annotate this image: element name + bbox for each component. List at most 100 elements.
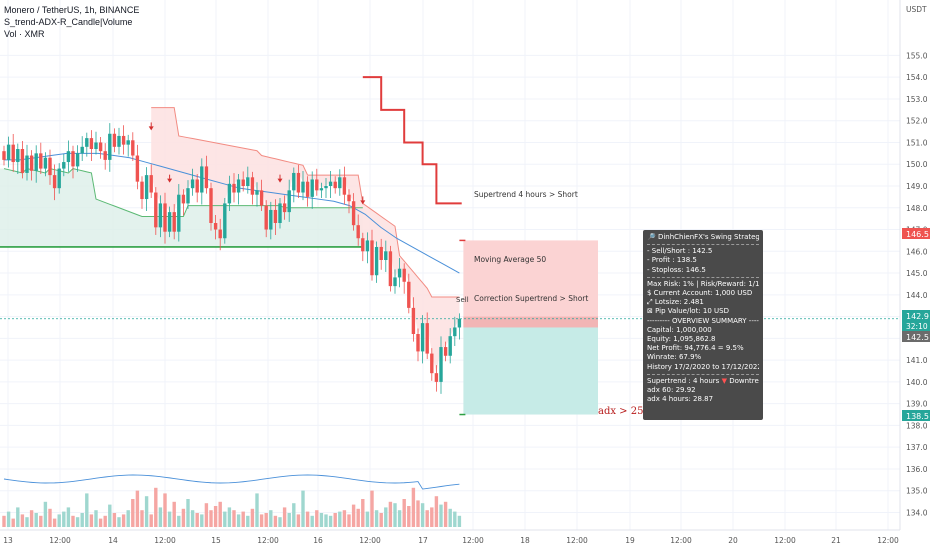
- time-tick-label: 12:00: [877, 536, 899, 545]
- price-tick-label: 151.0: [906, 138, 928, 147]
- volume-title[interactable]: Vol · XMR: [4, 29, 45, 39]
- volume-bar: [246, 515, 250, 527]
- volume-bar: [269, 510, 273, 527]
- entry-price-text: 142.5: [906, 333, 929, 342]
- volume-bar: [453, 511, 457, 527]
- candle-body: [384, 251, 388, 260]
- volume-bar: [16, 507, 20, 527]
- indicator-title[interactable]: S_trend-ADX-R_Candle|Volume: [4, 17, 133, 27]
- adx-label: adx > 25: [598, 406, 643, 417]
- volume-bar: [186, 499, 190, 527]
- supertrend-4h-line: [362, 76, 462, 205]
- candle-body: [149, 175, 153, 193]
- price-tick-label: 150.0: [906, 160, 928, 169]
- stoploss-zone: [463, 240, 598, 328]
- candle-body: [292, 172, 296, 191]
- candle-body: [177, 194, 181, 232]
- candle-body: [241, 179, 245, 186]
- candle-body: [319, 188, 324, 191]
- candle-body: [250, 177, 255, 195]
- volume-bar: [121, 514, 126, 527]
- volume-bar: [213, 506, 218, 527]
- volume-bar: [43, 501, 48, 527]
- volume-bar: [172, 501, 176, 527]
- trend-label: Supertrend : 4 hours: [647, 376, 720, 385]
- volume-bar: [420, 503, 425, 527]
- volume-bar: [264, 513, 268, 527]
- volume-bar: [351, 504, 356, 527]
- candle-body: [62, 162, 66, 169]
- volume-average-line: [3, 474, 460, 490]
- volume-bar: [356, 508, 360, 527]
- candle-body: [209, 188, 213, 223]
- volume-bar: [301, 490, 305, 527]
- volume-bar: [292, 503, 296, 527]
- winrate-line: Winrate: 67.9%: [647, 353, 702, 362]
- price-tick-label: 145.0: [906, 269, 928, 278]
- candle-body: [333, 181, 337, 189]
- price-tick-label: 138.0: [906, 421, 928, 430]
- signal-arrows: [148, 122, 366, 205]
- time-tick-label: 17: [418, 536, 428, 545]
- candle-body: [407, 281, 411, 308]
- volume-bar: [236, 514, 241, 527]
- time-tick-label: 18: [520, 536, 530, 545]
- downtrend-zone: [151, 107, 460, 374]
- volume-bar: [39, 515, 43, 527]
- candle-body: [94, 142, 98, 149]
- volume-bar: [305, 511, 310, 527]
- price-tick-label: 146.0: [906, 247, 928, 256]
- volume-bar: [324, 514, 328, 527]
- candle-body: [48, 157, 52, 176]
- price-tick-label: 155.0: [906, 51, 928, 60]
- symbol-title[interactable]: Monero / TetherUS, 1h, BINANCE: [4, 5, 140, 15]
- volume-bar: [370, 490, 374, 527]
- take-profit-zone: [463, 327, 598, 415]
- candle-body: [301, 181, 305, 193]
- volume-bar: [80, 513, 84, 527]
- candle-body: [25, 155, 29, 173]
- volume-bar: [20, 514, 25, 527]
- candle-body: [227, 183, 232, 204]
- price-tick-label: 136.0: [906, 465, 928, 474]
- volume-bar: [75, 517, 80, 527]
- divider: [647, 373, 759, 375]
- time-tick-label: 12:00: [670, 536, 692, 545]
- candle-body: [342, 177, 347, 195]
- candle-body: [232, 183, 236, 193]
- moving-average-label: Moving Average 50: [474, 255, 546, 264]
- time-axis-ticks[interactable]: 13 12:00 14 12:00 15 12:00 16 12:00 17 12:00 18 12:…: [3, 536, 899, 545]
- volume-bar: [384, 507, 388, 527]
- candle-body: [89, 138, 94, 149]
- volume-bar: [223, 511, 227, 527]
- volume-bar: [6, 511, 11, 527]
- price-axis-ticks[interactable]: 155.0 154.0 153.0 152.0 151.0 150.0 149.0 148.0…: [906, 51, 928, 517]
- pip-value-line: ⊠ Pip Value/lot: 10 USD: [647, 307, 729, 316]
- candle-body: [131, 140, 135, 156]
- volume-bar: [338, 511, 342, 527]
- price-tick-label: 134.0: [906, 508, 928, 517]
- volume-bar: [94, 510, 98, 527]
- candle-body: [29, 155, 34, 171]
- candle-body: [379, 246, 383, 260]
- candle-body: [282, 203, 287, 213]
- candle-body: [425, 323, 429, 354]
- lotsize-line: ⤢ Lotsize: 2.481: [647, 298, 704, 307]
- stop-price-label: 146.5: [902, 228, 930, 239]
- candle-body: [112, 133, 117, 147]
- candle-body: [356, 225, 360, 239]
- candle-body: [287, 190, 291, 213]
- volume-bar: [439, 504, 443, 527]
- plot-area[interactable]: [0, 0, 900, 530]
- candle-body: [439, 347, 443, 382]
- volume-bar: [457, 515, 462, 527]
- candle-body: [52, 175, 57, 189]
- volume-bar: [25, 517, 29, 527]
- candle-body: [351, 201, 356, 226]
- candle-body: [397, 268, 402, 278]
- volume-bar: [204, 503, 209, 527]
- moving-average-50-line: [4, 152, 460, 274]
- trend-line: Supertrend : 4 hours ▼ Downtrend: [647, 377, 759, 386]
- volume-bar: [140, 510, 144, 527]
